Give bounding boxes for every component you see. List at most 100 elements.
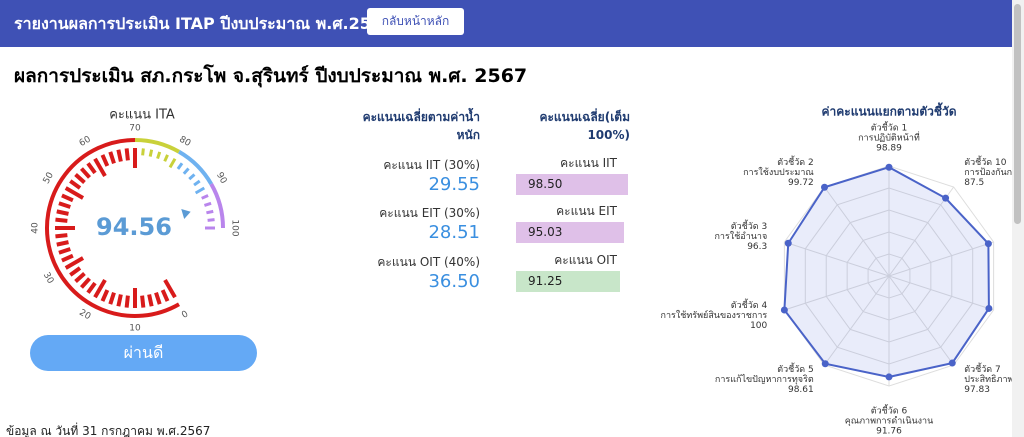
back-button[interactable]: กลับหน้าหลัก (367, 8, 464, 35)
gauge-tick-label: 80 (177, 135, 192, 150)
radar-axis-label: ตัวชี้วัด 3 (731, 219, 768, 232)
data-date-note: ข้อมูล ณ วันที่ 31 กรกฎาคม พ.ศ.2567 (6, 424, 211, 437)
radar-title: ค่าคะแนนแยกตามตัวชี้วัด (821, 102, 956, 119)
gauge-tick (163, 278, 177, 299)
gauge-minor-tick (176, 162, 184, 170)
gauge-minor-tick (206, 209, 214, 215)
gauge-minor-tick (74, 272, 86, 284)
gauge-minor-tick (58, 201, 71, 209)
gauge-minor-tick (100, 289, 110, 302)
weighted-score: 29.55 (428, 174, 480, 195)
gauge-tick (168, 157, 177, 169)
gauge-minor-tick (61, 253, 74, 263)
score-bar (516, 222, 625, 243)
radar-axis-label: ตัวชี้วัด 10 (964, 155, 1006, 168)
radar-point (942, 194, 950, 202)
gauge-minor-tick (163, 154, 169, 162)
radar-value-label: 100 (750, 321, 767, 331)
gauge-title: คะแนน ITA (109, 108, 175, 123)
gauge-minor-tick (193, 179, 201, 187)
weighted-header: คะแนนเฉลี่ยตามค่าน้ำหนัก (362, 110, 480, 142)
gauge-minor-tick (56, 209, 69, 216)
full-header: คะแนนเฉลี่ย(เต็ม 100%) (539, 110, 630, 142)
radar-spoke (888, 186, 955, 277)
gauge-tick (64, 186, 85, 200)
score-value: 91.25 (528, 274, 563, 288)
score-label: คะแนน OIT (40%) (377, 255, 480, 269)
radar-axis-label: ตัวชี้วัด 5 (777, 362, 814, 375)
gauge-tick-label: 50 (42, 171, 57, 186)
radar-value-label: 99.72 (788, 178, 814, 188)
gauge-minor-tick (108, 292, 116, 305)
gauge-minor-tick (69, 266, 82, 277)
gauge-minor-tick (116, 294, 123, 307)
gauge-minor-tick (140, 295, 146, 308)
radar-area (783, 166, 990, 378)
radar-point (821, 360, 829, 368)
gauge-tick-label: 10 (129, 324, 141, 334)
gauge-minor-tick (141, 148, 145, 156)
gauge-minor-tick (79, 277, 91, 289)
gauge-minor-tick (86, 162, 97, 175)
gauge-tick-label: 100 (230, 219, 240, 236)
scrollbar-thumb (1014, 4, 1021, 224)
radar-value-label: 98.89 (876, 144, 902, 154)
gauge-minor-tick (207, 218, 215, 222)
radar-spoke (888, 275, 994, 311)
score-label: คะแนน IIT (30%) (383, 158, 480, 172)
radar-axis-label: ตัวชี้วัด 2 (777, 155, 814, 168)
gauge-minor-tick (108, 151, 116, 164)
gauge-tick-label: 70 (129, 124, 141, 134)
gauge-tick-label: 90 (214, 171, 229, 186)
gauge-minor-tick (55, 233, 68, 239)
radar-axis-label: การปฏิบัติหน้าที่ (858, 131, 920, 144)
gauge-minor-tick (69, 179, 82, 190)
header-bar (0, 0, 1012, 47)
header-title: รายงานผลการประเมิน ITAP ปีงบประมาณ พ.ศ.2… (14, 14, 394, 33)
radar-point (885, 163, 893, 171)
radar-axis-label: การใช้งบประมาณ (743, 167, 814, 178)
radar-value-label: 96.3 (747, 242, 767, 252)
radar-axis-label: ตัวชี้วัด 6 (871, 404, 908, 417)
gauge-tick (64, 256, 85, 270)
gauge-minor-tick (58, 247, 71, 255)
gauge-tick-label: 20 (77, 308, 92, 323)
gauge-minor-tick (100, 154, 110, 167)
gauge-minor-tick (188, 173, 196, 181)
gauge-tick-label: 0 (180, 309, 190, 321)
gauge-minor-tick (56, 240, 69, 247)
status-badge: ผ่านดี (30, 335, 257, 371)
radar-value-label: 91.76 (876, 427, 902, 437)
gauge-minor-tick (61, 193, 74, 203)
gauge-minor-tick (55, 217, 68, 223)
score-value: 95.03 (528, 225, 563, 239)
gauge-minor-tick (160, 289, 170, 302)
score-name: คะแนน IIT (560, 156, 617, 170)
score-name: คะแนน EIT (556, 204, 617, 218)
radar-value-label: 87.5 (964, 178, 984, 188)
radar-axis-label: คุณภาพการดำเนินงาน (845, 416, 934, 427)
gauge-minor-tick (201, 194, 209, 200)
gauge-minor-tick (79, 167, 91, 179)
weighted-score: 28.51 (428, 222, 480, 243)
gauge-minor-tick (124, 295, 130, 308)
radar-point (784, 239, 792, 247)
radar-axis-label: การใช้ทรัพย์สินของราชการ (661, 309, 768, 321)
radar-point (984, 240, 992, 248)
score-bar (516, 271, 620, 292)
gauge-band (209, 183, 225, 229)
gauge-tick-label: 30 (41, 271, 56, 286)
radar-spoke (784, 241, 890, 277)
gauge-tick (194, 186, 206, 195)
radar-point (821, 183, 829, 191)
radar-axis-label: การป้องกันการทุจริต (964, 167, 1012, 178)
score-name: คะแนน OIT (554, 253, 617, 267)
radar-point (780, 306, 788, 314)
score-value: 98.50 (528, 177, 563, 191)
gauge-tick (93, 157, 107, 178)
radar-axis-label: ตัวชี้วัด 1 (871, 121, 908, 134)
radar-value-label: 98.61 (788, 385, 814, 395)
radar-point (885, 373, 893, 381)
